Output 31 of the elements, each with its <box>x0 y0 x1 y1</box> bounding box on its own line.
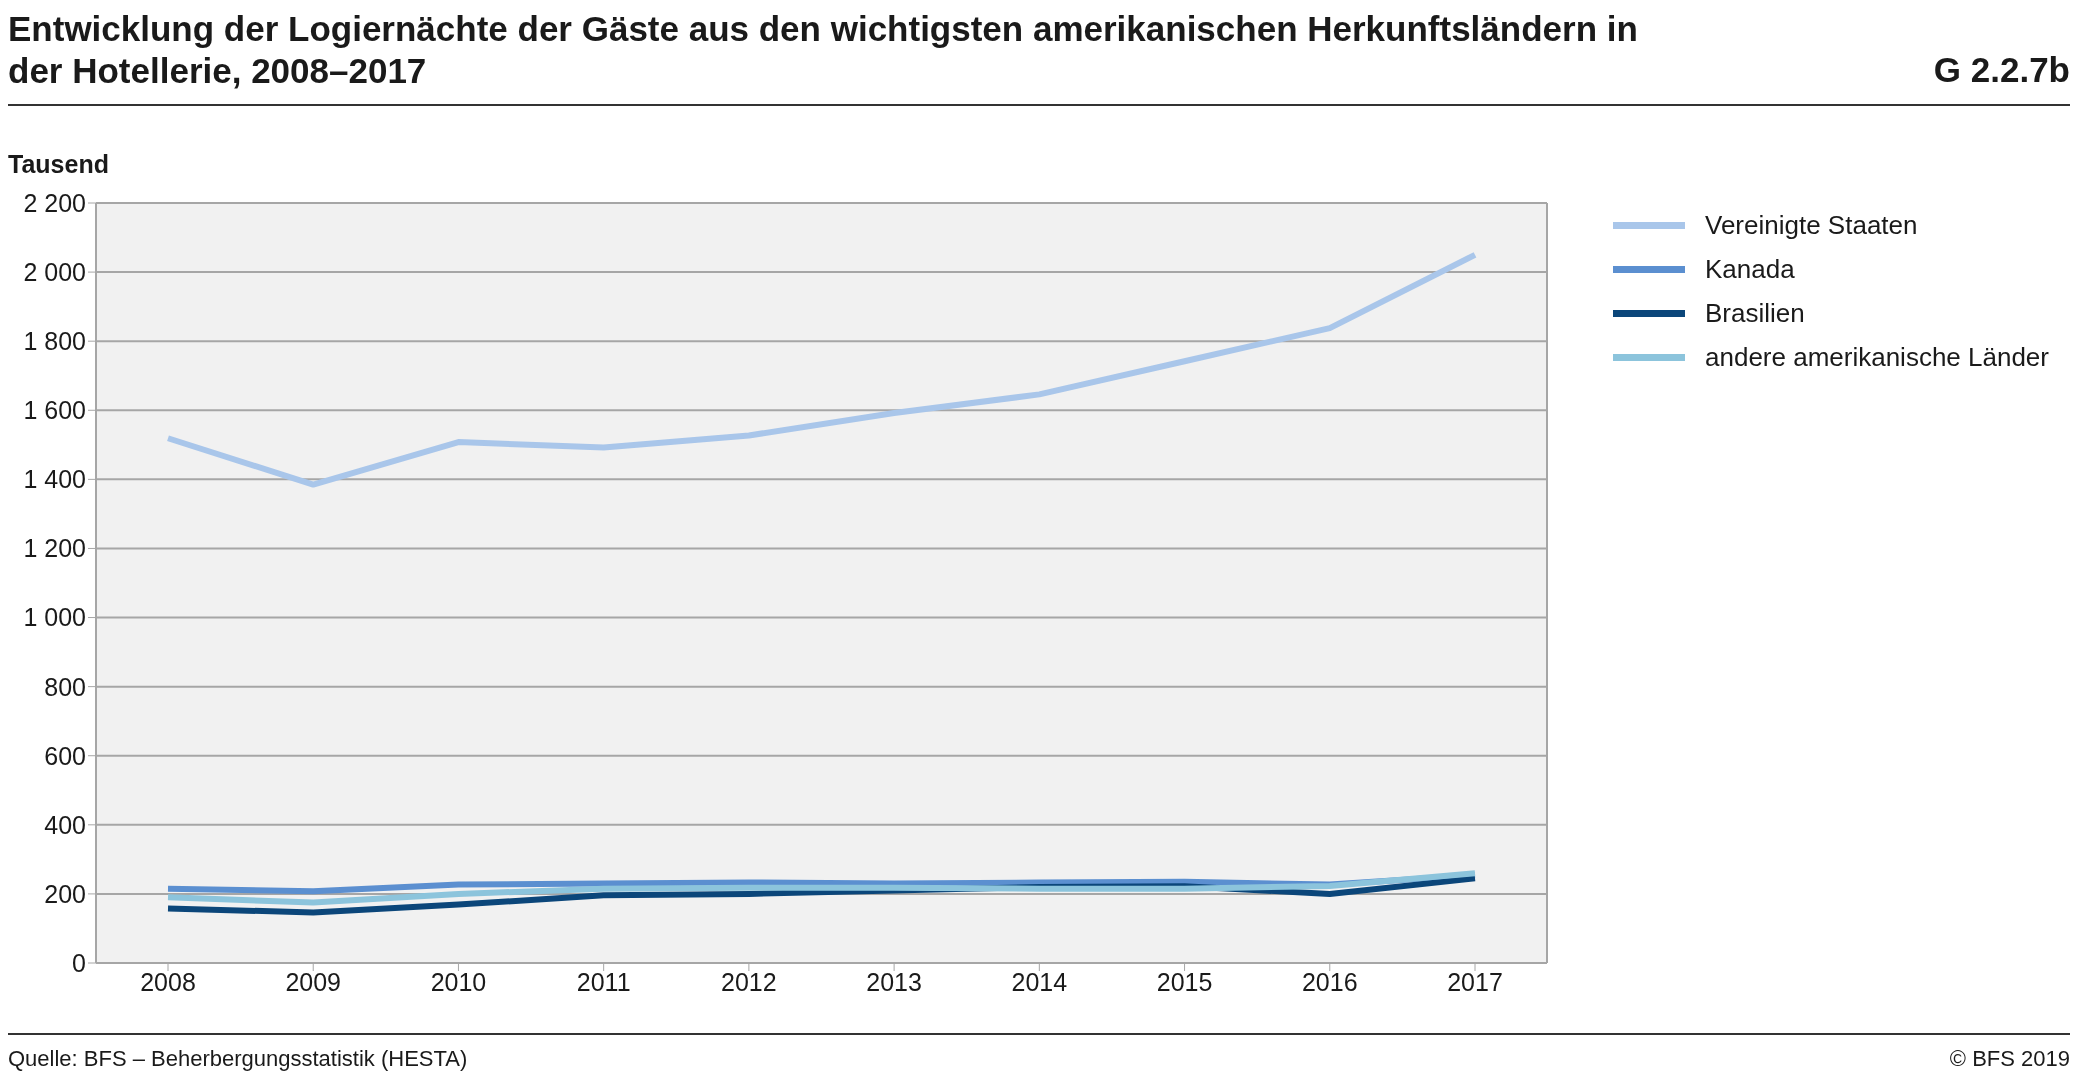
x-tick-label: 2009 <box>285 967 342 996</box>
legend-label: Vereinigte Staaten <box>1705 209 1918 241</box>
chart-title: Entwicklung der Logiernächte der Gäste aus den wichtigsten amerikanischen Herkunftsländern in der Hotellerie, 2008–2017 <box>8 8 1639 92</box>
y-tick-label: 200 <box>44 879 86 908</box>
x-tick-label: 2013 <box>866 967 922 996</box>
legend-label: andere amerikanische Länder <box>1705 341 2049 373</box>
x-tick-label: 2008 <box>140 967 196 996</box>
x-tick-label: 2016 <box>1301 967 1358 996</box>
legend-label: Kanada <box>1705 253 1795 285</box>
x-tick-label: 2010 <box>430 967 487 996</box>
source-note: Quelle: BFS – Beherbergungsstatistik (HESTA) <box>8 1046 468 1072</box>
y-tick-label: 1 800 <box>23 327 86 356</box>
y-tick-label: 2 000 <box>23 257 86 286</box>
y-tick-label: 800 <box>44 672 86 701</box>
y-tick-label: 400 <box>44 810 86 839</box>
x-tick-label: 2011 <box>576 967 631 996</box>
x-tick-label: 2012 <box>721 967 777 996</box>
y-tick-label: 1 200 <box>23 534 86 563</box>
x-tick-label: 2014 <box>1011 967 1068 996</box>
text: G 2.2.7b <box>1933 50 2070 90</box>
y-tick-label: 1 600 <box>23 396 86 425</box>
y-tick-label: 0 <box>72 948 86 977</box>
y-tick-label: 600 <box>44 741 86 770</box>
y-tick-label: 1 400 <box>23 465 86 494</box>
y-axis-title: Tausend <box>8 150 109 179</box>
text: © BFS 2019 <box>1949 1046 2070 1072</box>
x-tick-label: 2017 <box>1447 967 1503 996</box>
x-tick-label: 2015 <box>1156 967 1213 996</box>
legend-label: Brasilien <box>1705 297 1805 329</box>
y-tick-label: 2 200 <box>23 188 86 217</box>
y-tick-label: 1 000 <box>23 603 86 632</box>
